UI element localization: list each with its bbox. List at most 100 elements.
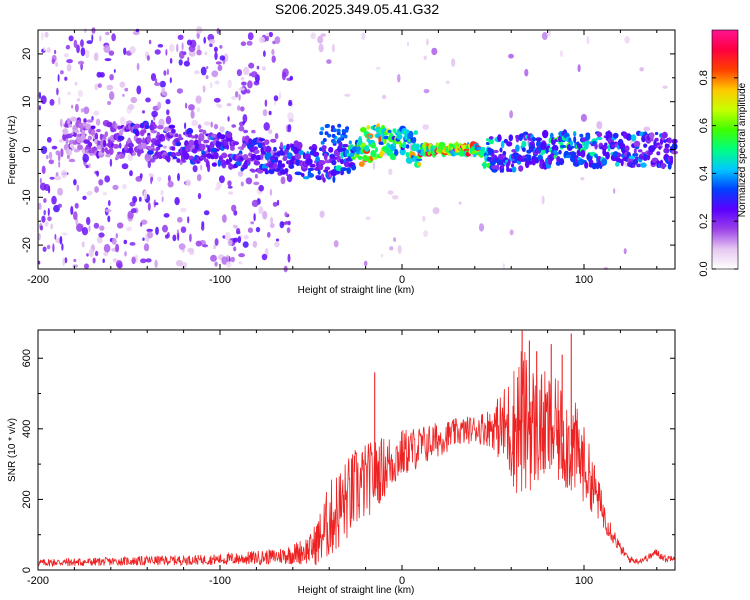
heatmap-noise-cell: [269, 188, 273, 196]
heatmap-ridge-cell: [632, 158, 639, 165]
heatmap-noise-cell: [48, 151, 53, 160]
heatmap-noise-cell: [241, 81, 247, 86]
heatmap-noise-cell: [46, 47, 51, 53]
heatmap-noise-cell: [132, 196, 138, 203]
heatmap-noise-cell: [407, 41, 409, 47]
heatmap-noise-cell: [178, 243, 186, 250]
heatmap-noise-cell: [46, 136, 52, 143]
heatmap-ridge-cell: [666, 143, 670, 148]
heatmap-noise-cell: [288, 118, 294, 123]
heatmap-noise-cell: [146, 228, 153, 233]
colorbar: 0.0 0.2 0.4 0.6 0.8 Normalized spectral ampl…: [698, 29, 748, 277]
heatmap-noise-cell: [46, 244, 51, 250]
heatmap-noise-cell: [596, 121, 603, 130]
heatmap-noise-cell: [274, 133, 279, 140]
heatmap-noise-cell: [47, 216, 52, 222]
heatmap-noise-cell: [82, 195, 87, 200]
heatmap-noise-cell: [115, 233, 119, 239]
heatmap-noise-cell: [196, 107, 201, 112]
heatmap-ridge-cell: [198, 137, 202, 145]
heatmap-ridge-cell: [669, 155, 674, 162]
heatmap-ridge-cell: [480, 147, 486, 153]
heatmap-noise-cell: [253, 213, 256, 222]
heatmap-ridge-cell: [624, 145, 630, 152]
heatmap-ridge-cell: [188, 139, 195, 147]
heatmap-noise-cell: [105, 208, 112, 213]
x-tick-label: -200: [27, 274, 49, 286]
heatmap-ridge-cell: [573, 136, 577, 144]
x-tick-label: -100: [209, 575, 231, 587]
heatmap-noise-cell: [57, 187, 63, 196]
heatmap-noise-cell: [142, 110, 145, 114]
heatmap-noise-cell: [70, 205, 74, 215]
heatmap-noise-cell: [344, 93, 351, 97]
heatmap-ridge-cell: [275, 156, 279, 163]
heatmap-ridge-cell: [307, 173, 315, 178]
heatmap-noise-cell: [55, 61, 59, 67]
heatmap-noise-cell: [580, 177, 585, 181]
heatmap-ridge-cell: [389, 153, 397, 161]
heatmap-ridge-cell: [203, 139, 210, 144]
heatmap-noise-cell: [219, 55, 225, 61]
heatmap-noise-cell: [264, 99, 268, 107]
heatmap-noise-cell: [201, 221, 205, 227]
heatmap-ridge-cell: [127, 142, 134, 148]
heatmap-noise-cell: [145, 97, 151, 103]
heatmap-noise-cell: [270, 216, 274, 225]
heatmap-noise-cell: [48, 159, 54, 165]
heatmap-ridge-cell: [68, 149, 72, 156]
heatmap-noise-cell: [255, 226, 261, 233]
heatmap-ridge-cell: [373, 151, 377, 158]
heatmap-noise-cell: [146, 231, 153, 239]
heatmap-noise-cell: [258, 184, 265, 192]
heatmap-noise-cell: [247, 32, 254, 41]
heatmap-noise-cell: [123, 47, 127, 56]
heatmap-ridge-cell: [412, 137, 417, 143]
heatmap-noise-cell: [38, 105, 42, 111]
heatmap-noise-cell: [271, 55, 276, 63]
heatmap-ridge-cell: [327, 133, 332, 138]
heatmap-ridge-cell: [408, 130, 414, 139]
heatmap-ridge-cell: [270, 138, 277, 143]
heatmap-noise-cell: [43, 184, 51, 191]
heatmap-noise-cell: [215, 187, 219, 191]
heatmap-ridge-cell: [74, 129, 80, 134]
heatmap-ridge-cell: [141, 129, 147, 134]
heatmap-noise-cell: [108, 200, 111, 207]
heatmap-noise-cell: [219, 126, 225, 133]
heatmap-ridge-cell: [632, 164, 636, 168]
heatmap-ridge-cell: [658, 146, 662, 150]
heatmap-noise-cell: [524, 68, 529, 77]
heatmap-ridge-cell: [144, 124, 150, 129]
colorbar-label: Normalized spectral amplitude: [737, 82, 748, 217]
heatmap-noise-cell: [139, 173, 143, 179]
heatmap-noise-cell: [40, 146, 48, 154]
heatmap-ridge-cell: [166, 155, 171, 163]
heatmap-noise-cell: [200, 164, 203, 171]
heatmap-noise-cell: [213, 46, 218, 53]
heatmap-ridge-cell: [558, 149, 562, 155]
heatmap-noise-cell: [261, 253, 268, 261]
heatmap-ridge-cell: [541, 149, 547, 154]
heatmap-noise-cell: [197, 124, 202, 129]
heatmap-noise-cell: [150, 158, 156, 163]
heatmap-ridge-cell: [340, 167, 348, 172]
heatmap-noise-cell: [174, 197, 180, 206]
heatmap-noise-cell: [39, 177, 42, 184]
heatmap-noise-cell: [177, 232, 180, 241]
heatmap-ridge-cell: [432, 145, 436, 149]
heatmap-noise-cell: [148, 39, 152, 45]
x-tick-label: -200: [27, 575, 49, 587]
heatmap-noise-cell: [268, 31, 273, 38]
heatmap-ridge-cell: [330, 125, 335, 130]
heatmap-noise-cell: [150, 73, 157, 82]
heatmap-noise-cell: [243, 66, 250, 76]
heatmap-noise-cell: [613, 188, 616, 194]
x-tick-label: 0: [399, 274, 405, 286]
heatmap-noise-cell: [50, 223, 53, 230]
heatmap-noise-cell: [274, 36, 281, 44]
heatmap-ridge-cell: [482, 164, 487, 169]
heatmap-noise-cell: [147, 202, 151, 211]
heatmap-noise-cell: [73, 258, 77, 263]
heatmap-noise-cell: [509, 229, 514, 236]
